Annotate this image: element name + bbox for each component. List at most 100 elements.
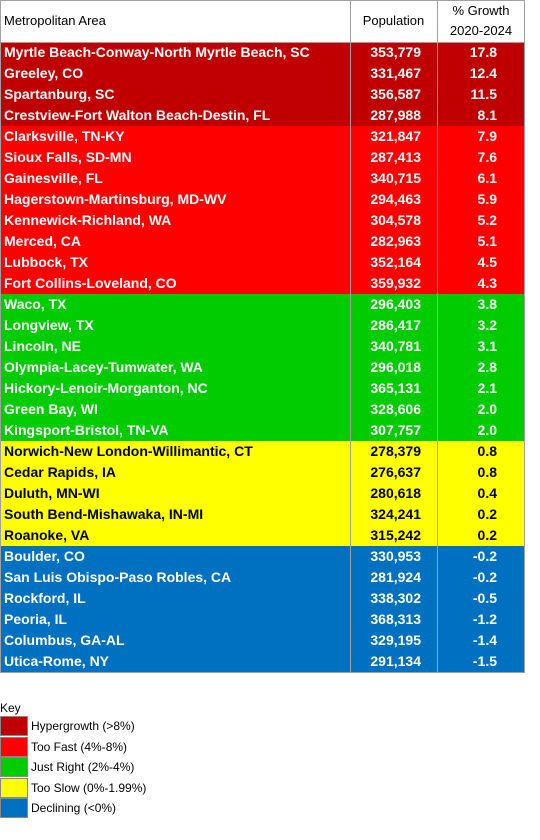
population: 291,134 (370, 653, 421, 669)
area-name: Crestview-Fort Walton Beach-Destin, FL (4, 107, 271, 123)
growth: 2.0 (477, 422, 497, 438)
population: 296,018 (370, 359, 421, 375)
growth: 12.4 (469, 65, 497, 81)
key-title: Key (0, 701, 21, 715)
row-fill (0, 147, 525, 168)
area-name: Boulder, CO (4, 548, 85, 564)
population: 324,241 (370, 506, 421, 522)
population: 328,606 (370, 401, 421, 417)
header-population: Population (362, 13, 425, 28)
key-label: Too Slow (0%-1.99%) (31, 780, 147, 795)
area-name: Roanoke, VA (4, 527, 90, 543)
growth: 2.1 (477, 380, 497, 396)
key-label: Just Right (2%-4%) (31, 760, 135, 774)
growth: 3.2 (477, 317, 497, 333)
row-fill (0, 105, 525, 126)
population: 331,467 (370, 65, 421, 81)
growth: -0.2 (472, 569, 497, 585)
population: 281,924 (370, 569, 421, 585)
row-fill (0, 210, 525, 231)
area-name: Utica-Rome, NY (4, 653, 110, 669)
population: 287,413 (370, 149, 421, 165)
row-fill (0, 336, 525, 357)
row-fill (0, 609, 525, 630)
row-fill (0, 42, 525, 63)
row-fill (0, 378, 525, 399)
row-fill (0, 84, 525, 105)
row-fill (0, 294, 525, 315)
row-fill (0, 567, 525, 588)
area-name: Olympia-Lacey-Tumwater, WA (4, 359, 203, 375)
population: 356,587 (370, 86, 421, 102)
growth: -1.2 (472, 611, 497, 627)
area-name: Sioux Falls, SD-MN (4, 149, 132, 165)
row-fill (0, 126, 525, 147)
growth: 8.1 (477, 107, 497, 123)
population: 330,953 (370, 548, 421, 564)
growth: 7.6 (477, 149, 497, 165)
row-fill (0, 630, 525, 651)
header-area: Metropolitan Area (4, 13, 106, 28)
population: 368,313 (370, 611, 421, 627)
key-label: Hypergrowth (>8%) (31, 719, 135, 733)
area-name: Duluth, MN-WI (4, 485, 100, 501)
row-fill (0, 63, 525, 84)
area-name: Gainesville, FL (4, 170, 103, 186)
area-name: Hagerstown-Martinsburg, MD-WV (4, 191, 227, 207)
row-fill (0, 231, 525, 252)
area-name: Norwich-New London-Willimantic, CT (4, 443, 253, 459)
header-growth-years: 2020-2024 (449, 23, 513, 38)
area-name: Peoria, IL (4, 611, 68, 627)
growth: 5.9 (477, 191, 497, 207)
growth: 5.1 (477, 233, 497, 249)
population: 296,403 (370, 296, 421, 312)
key-label: Declining (<0%) (31, 801, 117, 815)
growth: 0.2 (477, 506, 497, 522)
area-name: Green Bay, WI (4, 401, 98, 417)
population: 294,463 (370, 191, 421, 207)
area-name: Greeley, CO (4, 65, 84, 81)
population: 338,302 (370, 590, 421, 606)
growth: 0.8 (477, 443, 497, 459)
area-name: Merced, CA (4, 233, 82, 249)
row-fill (0, 462, 525, 483)
area-name: Lincoln, NE (4, 338, 81, 354)
row-fill (0, 315, 525, 336)
header-growth: % Growth (452, 3, 510, 18)
population: 353,779 (370, 44, 421, 60)
area-name: Cedar Rapids, IA (4, 464, 117, 480)
population: 315,242 (370, 527, 421, 543)
row-fill (0, 252, 525, 273)
key-swatch (0, 777, 28, 798)
growth: 17.8 (469, 44, 497, 60)
row-fill (0, 546, 525, 567)
area-name: Longview, TX (4, 317, 94, 333)
key-swatch (0, 757, 28, 777)
header-border (0, 0, 525, 1)
row-fill (0, 483, 525, 504)
row-fill (0, 399, 525, 420)
population: 286,417 (370, 317, 421, 333)
area-name: Lubbock, TX (4, 254, 88, 270)
key-label: Too Fast (4%-8%) (31, 739, 128, 754)
column-border (0, 0, 1, 672)
population: 282,963 (370, 233, 421, 249)
population: 287,988 (370, 107, 421, 123)
row-fill (0, 525, 525, 546)
row-fill (0, 504, 525, 525)
population: 340,715 (370, 170, 421, 186)
row-fill (0, 273, 525, 294)
population: 329,195 (370, 632, 421, 648)
area-name: Waco, TX (4, 296, 67, 312)
growth: 5.2 (477, 212, 497, 228)
row-fill (0, 420, 525, 441)
population: 340,781 (370, 338, 421, 354)
key-swatch (0, 716, 28, 736)
row-fill (0, 588, 525, 609)
row-fill (0, 357, 525, 378)
population: 365,131 (370, 380, 421, 396)
column-border (437, 0, 438, 672)
growth: 2.0 (477, 401, 497, 417)
area-name: Spartanburg, SC (4, 86, 115, 102)
